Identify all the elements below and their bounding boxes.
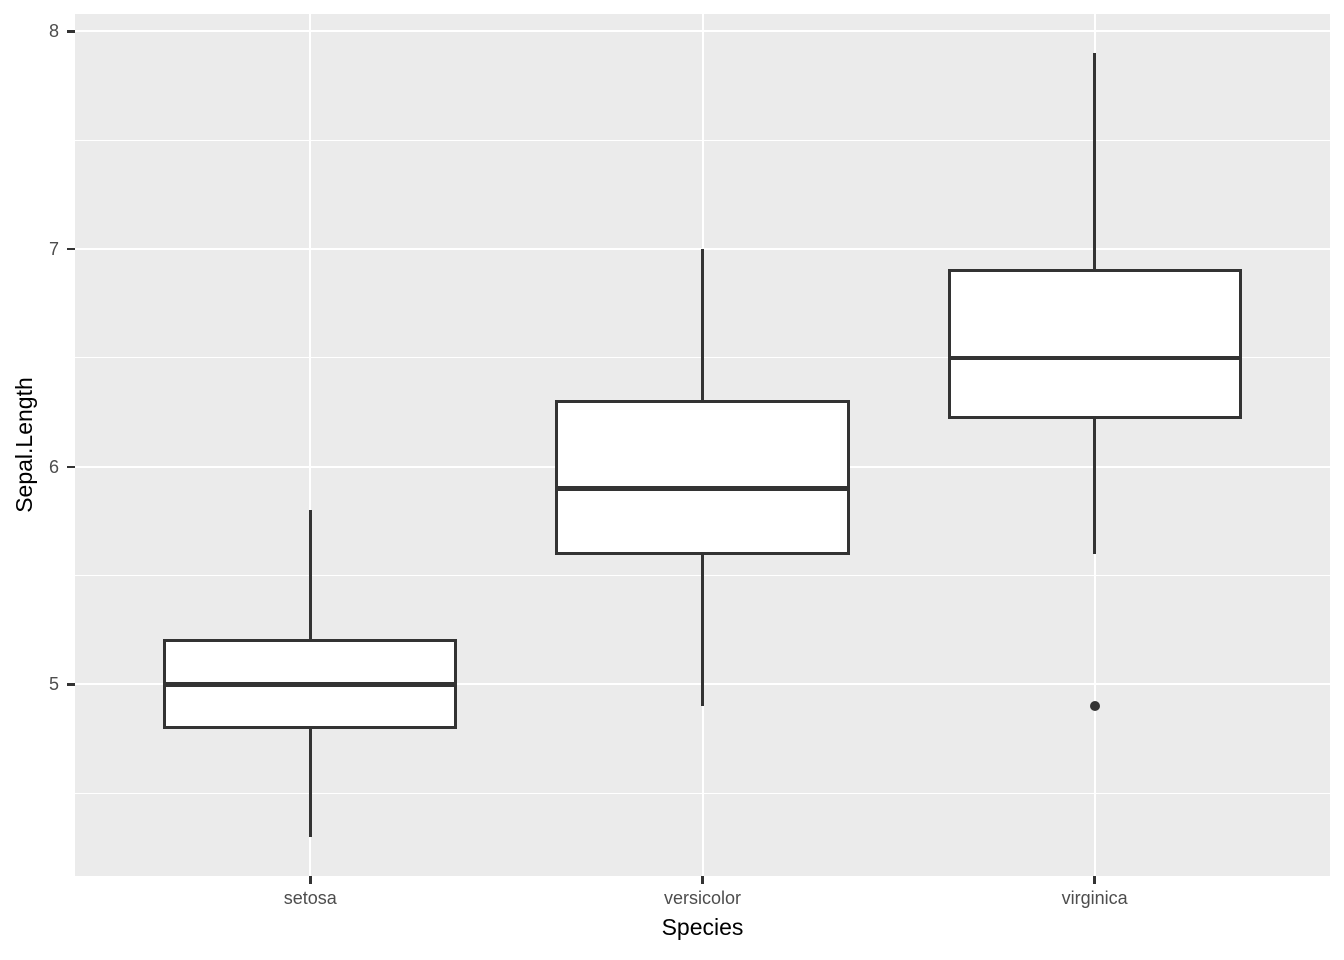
- whisker-lower: [1093, 417, 1096, 554]
- median-line: [166, 682, 455, 687]
- x-tick-mark: [701, 876, 704, 884]
- y-tick-label: 7: [48, 239, 59, 260]
- plot-panel: [75, 14, 1330, 876]
- y-tick-mark: [67, 683, 75, 686]
- x-tick-mark: [309, 876, 312, 884]
- gridline-major-x: [309, 14, 312, 876]
- whisker-upper: [309, 510, 312, 641]
- outlier-point: [1089, 701, 1100, 712]
- whisker-lower: [701, 553, 704, 707]
- x-tick-label: versicolor: [663, 888, 742, 908]
- y-tick-label: 6: [48, 456, 59, 477]
- box-iqr: [555, 399, 850, 556]
- x-axis-title: Species: [661, 914, 744, 940]
- median-line: [950, 355, 1239, 361]
- whisker-upper: [1093, 53, 1096, 271]
- x-tick-label: setosa: [283, 888, 337, 908]
- y-tick-label: 5: [48, 674, 59, 695]
- x-tick-label: virginica: [1061, 888, 1128, 908]
- y-tick-mark: [67, 247, 75, 251]
- y-tick-mark: [67, 465, 75, 469]
- y-tick-label: 8: [48, 21, 59, 42]
- y-tick-mark: [67, 30, 75, 33]
- box-iqr: [947, 269, 1242, 420]
- whisker-lower: [309, 727, 312, 837]
- whisker-upper: [701, 249, 704, 402]
- x-tick-mark: [1093, 876, 1096, 884]
- median-line: [558, 486, 847, 491]
- y-axis-title: Sepal.Length: [11, 377, 37, 513]
